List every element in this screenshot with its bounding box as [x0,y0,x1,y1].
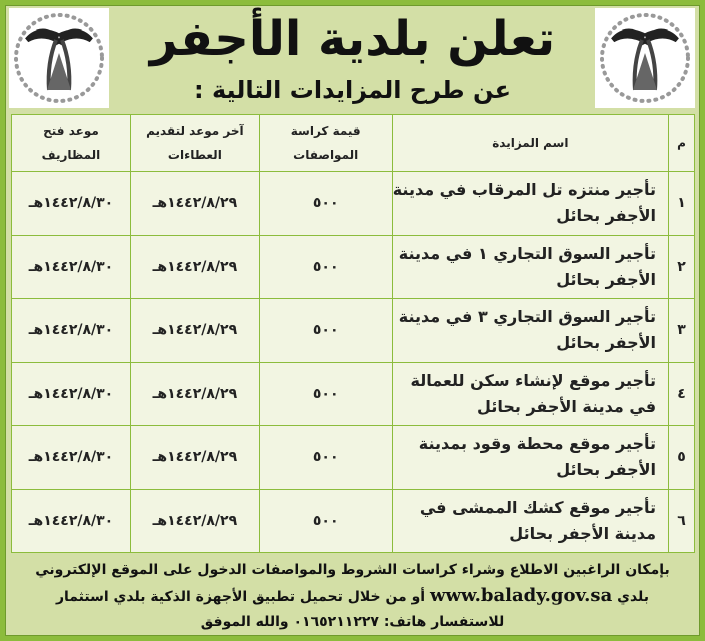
table-row: ٥ تأجير موقع محطة وقود بمدينة الأجفر بحائ… [11,425,695,490]
row-number: ٤ [668,361,695,426]
auction-name: تأجير موقع كشك الممشى في مدينة الأجفر بح… [391,488,670,553]
row-number: ٢ [668,234,695,299]
submission-deadline: ١٤٤٢/٨/٢٩هـ [129,361,260,426]
col-name: اسم المزايدة [391,114,670,172]
palm-logo-icon [600,13,690,103]
opening-date: ١٤٤٢/٨/٣٠هـ [11,425,131,490]
submission-deadline: ١٤٤٢/٨/٢٩هـ [129,234,260,299]
col-value: قيمة كراسة المواصفات [258,114,393,172]
footer-line-2: بلدي www.balady.gov.sa أو من خلال تحميل … [11,583,694,610]
municipality-logo-left [9,8,109,108]
submission-deadline: ١٤٤٢/٨/٢٩هـ [129,425,260,490]
website-link[interactable]: www.balady.gov.sa [429,585,613,606]
opening-date: ١٤٤٢/٨/٣٠هـ [11,171,131,236]
table-row: ١ تأجير منتزه تل المرقاب في مدينة الأجفر … [11,171,695,236]
row-number: ٥ [668,425,695,490]
auction-name: تأجير منتزه تل المرقاب في مدينة الأجفر ب… [391,171,670,236]
opening-date: ١٤٤٢/٨/٣٠هـ [11,361,131,426]
table-header: م اسم المزايدة قيمة كراسة المواصفات آخر … [11,114,695,172]
auctions-table: م اسم المزايدة قيمة كراسة المواصفات آخر … [11,114,695,553]
row-number: ١ [668,171,695,236]
auction-name: تأجير موقع محطة وقود بمدينة الأجفر بحائل [391,425,670,490]
opening-date: ١٤٤٢/٨/٣٠هـ [11,234,131,299]
auction-name: تأجير موقع لإنشاء سكن للعمالة في مدينة ا… [391,361,670,426]
booklet-value: ٥٠٠ [258,234,393,299]
row-number: ٣ [668,298,695,363]
submission-deadline: ١٤٤٢/٨/٢٩هـ [129,171,260,236]
col-deadline: آخر موعد لتقديم العطاءات [129,114,260,172]
footer-line-3: للاستفسار هاتف: ٠١٦٥٢١١٢٢٧ والله الموفق [200,614,505,630]
footer-baladi: بلدي [617,589,649,605]
footer-line-1: بإمكان الراغبين الاطلاع وشراء كراسات الش… [35,562,670,578]
submission-deadline: ١٤٤٢/٨/٢٩هـ [129,298,260,363]
col-opening: موعد فتح المظاريف [11,114,131,172]
auction-name: تأجير السوق التجاري ١ في مدينة الأجفر بح… [391,234,670,299]
booklet-value: ٥٠٠ [258,171,393,236]
booklet-value: ٥٠٠ [258,425,393,490]
municipality-logo-right [595,8,695,108]
booklet-value: ٥٠٠ [258,298,393,363]
footer-notice: بإمكان الراغبين الاطلاع وشراء كراسات الش… [11,558,694,635]
opening-date: ١٤٤٢/٨/٣٠هـ [11,488,131,553]
row-number: ٦ [668,488,695,553]
palm-logo-icon [14,13,104,103]
ad-subtitle: عن طرح المزايدات التالية : [194,76,511,104]
ad-frame: تعلن بلدية الأجفر عن طرح المزايدات التال… [5,5,700,636]
opening-date: ١٤٤٢/٨/٣٠هـ [11,298,131,363]
table-row: ٦ تأجير موقع كشك الممشى في مدينة الأجفر ب… [11,488,695,553]
auction-name: تأجير السوق التجاري ٣ في مدينة الأجفر بح… [391,298,670,363]
col-number: م [668,114,695,172]
table-row: ٤ تأجير موقع لإنشاء سكن للعمالة في مدينة … [11,361,695,426]
ad-title: تعلن بلدية الأجفر [149,11,556,67]
booklet-value: ٥٠٠ [258,488,393,553]
table-row: ٣ تأجير السوق التجاري ٣ في مدينة الأجفر ب… [11,298,695,363]
table-row: ٢ تأجير السوق التجاري ١ في مدينة الأجفر ب… [11,234,695,299]
footer-app-text: أو من خلال تحميل تطبيق الأجهزة الذكية بل… [55,589,426,605]
submission-deadline: ١٤٤٢/٨/٢٩هـ [129,488,260,553]
booklet-value: ٥٠٠ [258,361,393,426]
